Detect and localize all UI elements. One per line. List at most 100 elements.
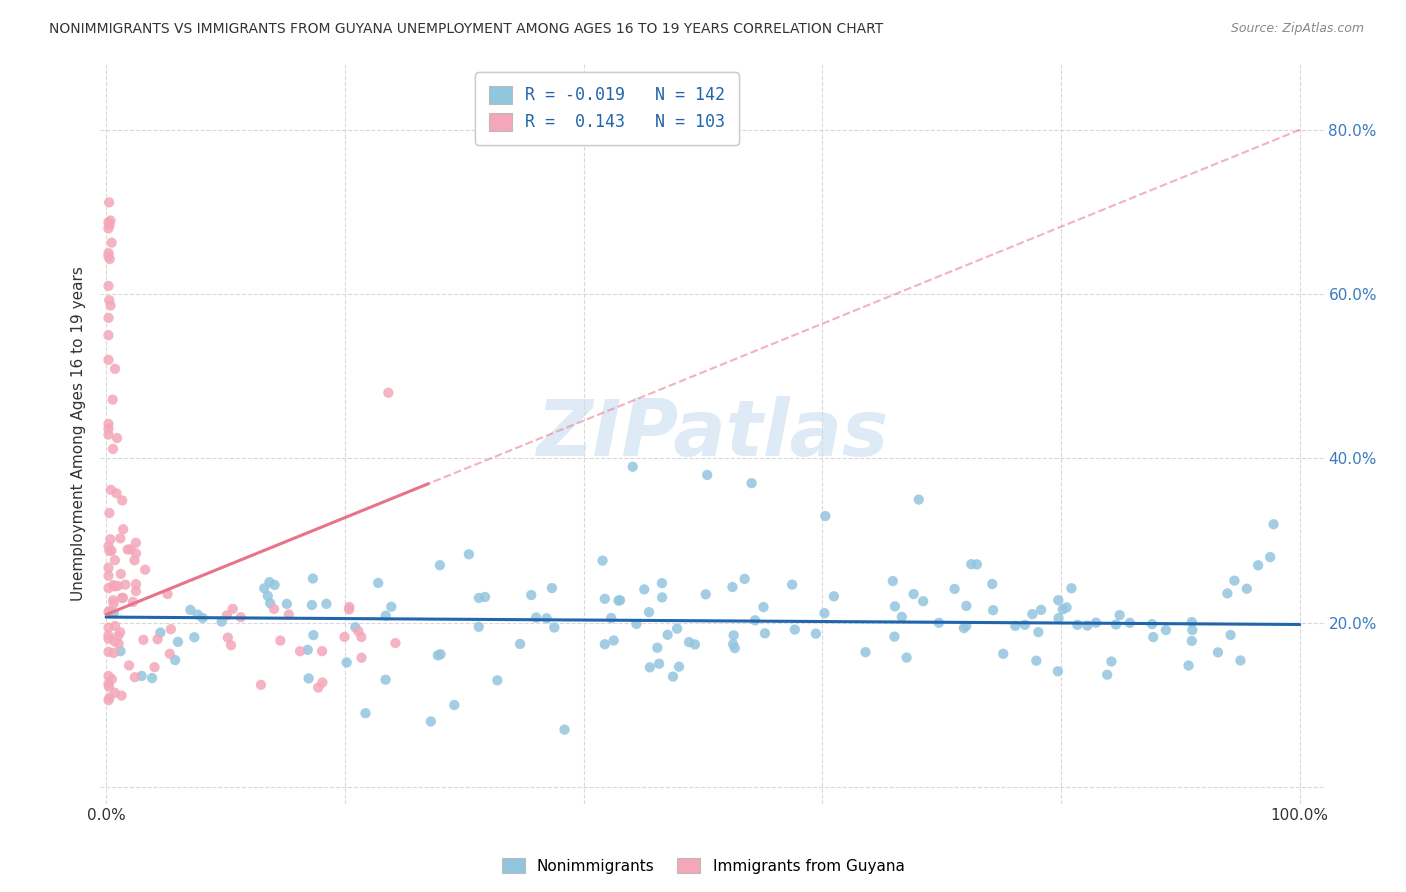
- Point: [1181, 634, 1204, 648]
- Point: [607, 593, 630, 607]
- Point: [943, 582, 966, 596]
- Point: [1206, 645, 1229, 659]
- Point: [104, 553, 127, 567]
- Point: [110, 532, 132, 546]
- Point: [101, 593, 124, 607]
- Point: [883, 630, 905, 644]
- Point: [426, 648, 449, 663]
- Point: [1014, 617, 1036, 632]
- Point: [890, 610, 912, 624]
- Point: [621, 459, 644, 474]
- Point: [97, 328, 120, 343]
- Point: [107, 629, 129, 643]
- Point: [666, 622, 689, 636]
- Point: [754, 626, 776, 640]
- Point: [97, 249, 120, 263]
- Point: [520, 588, 543, 602]
- Point: [97, 221, 120, 235]
- Point: [124, 553, 146, 567]
- Point: [1046, 665, 1069, 679]
- Point: [97, 628, 120, 642]
- Point: [1177, 658, 1199, 673]
- Point: [419, 714, 441, 729]
- Point: [191, 611, 214, 625]
- Point: [97, 539, 120, 553]
- Y-axis label: Unemployment Among Ages 16 to 19 years: Unemployment Among Ages 16 to 19 years: [72, 267, 86, 601]
- Point: [215, 608, 238, 623]
- Point: [250, 678, 273, 692]
- Point: [105, 486, 128, 500]
- Point: [721, 580, 744, 594]
- Point: [1229, 653, 1251, 667]
- Point: [633, 582, 655, 597]
- Point: [100, 235, 122, 250]
- Point: [211, 615, 233, 629]
- Point: [97, 352, 120, 367]
- Point: [301, 598, 323, 612]
- Point: [1099, 655, 1122, 669]
- Point: [724, 641, 747, 656]
- Point: [104, 579, 127, 593]
- Point: [1056, 600, 1078, 615]
- Point: [1105, 617, 1128, 632]
- Point: [149, 625, 172, 640]
- Point: [97, 246, 120, 260]
- Point: [443, 698, 465, 712]
- Point: [333, 630, 356, 644]
- Point: [120, 542, 142, 557]
- Point: [111, 493, 134, 508]
- Point: [896, 650, 918, 665]
- Point: [468, 591, 491, 605]
- Point: [955, 599, 977, 613]
- Point: [124, 670, 146, 684]
- Point: [101, 672, 124, 686]
- Point: [229, 610, 252, 624]
- Point: [97, 693, 120, 707]
- Point: [104, 619, 127, 633]
- Point: [524, 610, 547, 624]
- Point: [98, 690, 121, 705]
- Point: [813, 606, 835, 620]
- Point: [960, 557, 983, 571]
- Point: [1119, 615, 1142, 630]
- Point: [311, 675, 333, 690]
- Point: [541, 581, 564, 595]
- Point: [651, 591, 673, 605]
- Legend: Nonimmigrants, Immigrants from Guyana: Nonimmigrants, Immigrants from Guyana: [495, 852, 911, 880]
- Point: [103, 597, 125, 611]
- Point: [657, 628, 679, 642]
- Point: [165, 653, 187, 667]
- Point: [100, 299, 122, 313]
- Point: [114, 577, 136, 591]
- Point: [1026, 625, 1049, 640]
- Point: [98, 533, 121, 547]
- Point: [97, 605, 120, 619]
- Point: [804, 626, 827, 640]
- Point: [98, 544, 121, 558]
- Point: [111, 591, 134, 605]
- Point: [1060, 581, 1083, 595]
- Point: [638, 660, 661, 674]
- Point: [104, 686, 127, 700]
- Point: [131, 669, 153, 683]
- Point: [744, 613, 766, 627]
- Point: [1236, 582, 1258, 596]
- Point: [122, 595, 145, 609]
- Point: [1084, 615, 1107, 630]
- Point: [955, 619, 977, 633]
- Point: [141, 671, 163, 685]
- Point: [638, 605, 661, 619]
- Point: [97, 568, 120, 582]
- Point: [928, 615, 950, 630]
- Point: [695, 587, 717, 601]
- Point: [648, 657, 671, 671]
- Point: [125, 536, 148, 550]
- Point: [104, 634, 127, 648]
- Point: [101, 442, 124, 456]
- Point: [336, 656, 359, 670]
- Point: [602, 633, 624, 648]
- Point: [315, 597, 337, 611]
- Point: [696, 467, 718, 482]
- Point: [183, 630, 205, 644]
- Point: [97, 581, 120, 595]
